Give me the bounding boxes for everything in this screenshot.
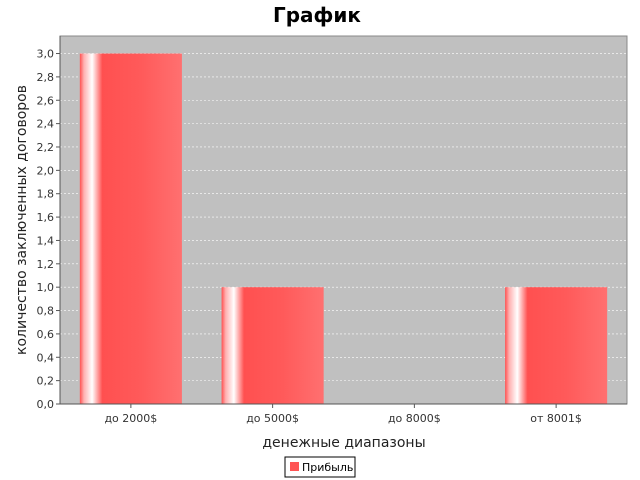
x-tick-label: до 5000$ (246, 412, 299, 425)
chart-title: График (273, 3, 361, 27)
x-axis-label: денежные диапазоны (262, 435, 425, 451)
y-tick-label: 1,4 (37, 234, 55, 247)
bar (505, 287, 608, 404)
y-tick-label: 1,6 (37, 211, 55, 224)
y-tick-label: 2,8 (37, 71, 55, 84)
legend-swatch (290, 462, 299, 471)
y-tick-label: 2,4 (37, 118, 55, 131)
x-tick-label: до 8000$ (388, 412, 441, 425)
y-tick-label: 3,0 (37, 48, 55, 61)
legend-label: Прибыль (302, 461, 353, 474)
bar (221, 287, 324, 404)
y-tick-label: 2,6 (37, 94, 55, 107)
x-axis-ticks: до 2000$ до 5000$ до 8000$ от 8001$ (104, 404, 582, 425)
x-tick-label: до 2000$ (104, 412, 157, 425)
y-tick-label: 0,8 (37, 305, 55, 318)
y-tick-label: 0,6 (37, 328, 55, 341)
legend-box (284, 456, 356, 478)
y-tick-label: 1,0 (37, 281, 55, 294)
y-tick-label: 0,4 (37, 351, 55, 364)
bar (79, 53, 182, 405)
bars (79, 53, 608, 405)
y-axis-label: количество заключенных договоров (14, 85, 30, 355)
legend: Прибыль (284, 456, 356, 478)
y-tick-label: 2,0 (37, 164, 55, 177)
y-tick-label: 0,0 (37, 398, 55, 411)
y-tick-label: 1,2 (37, 258, 55, 271)
y-tick-label: 1,8 (37, 188, 55, 201)
y-tick-label: 2,2 (37, 141, 55, 154)
y-axis-ticks: 0,0 0,2 0,4 0,6 0,8 1,0 1,2 1,4 1,6 1,8 2,0 2,2 2,4 2… (37, 48, 60, 411)
y-tick-label: 0,2 (37, 375, 55, 388)
x-tick-label: от 8001$ (530, 412, 582, 425)
